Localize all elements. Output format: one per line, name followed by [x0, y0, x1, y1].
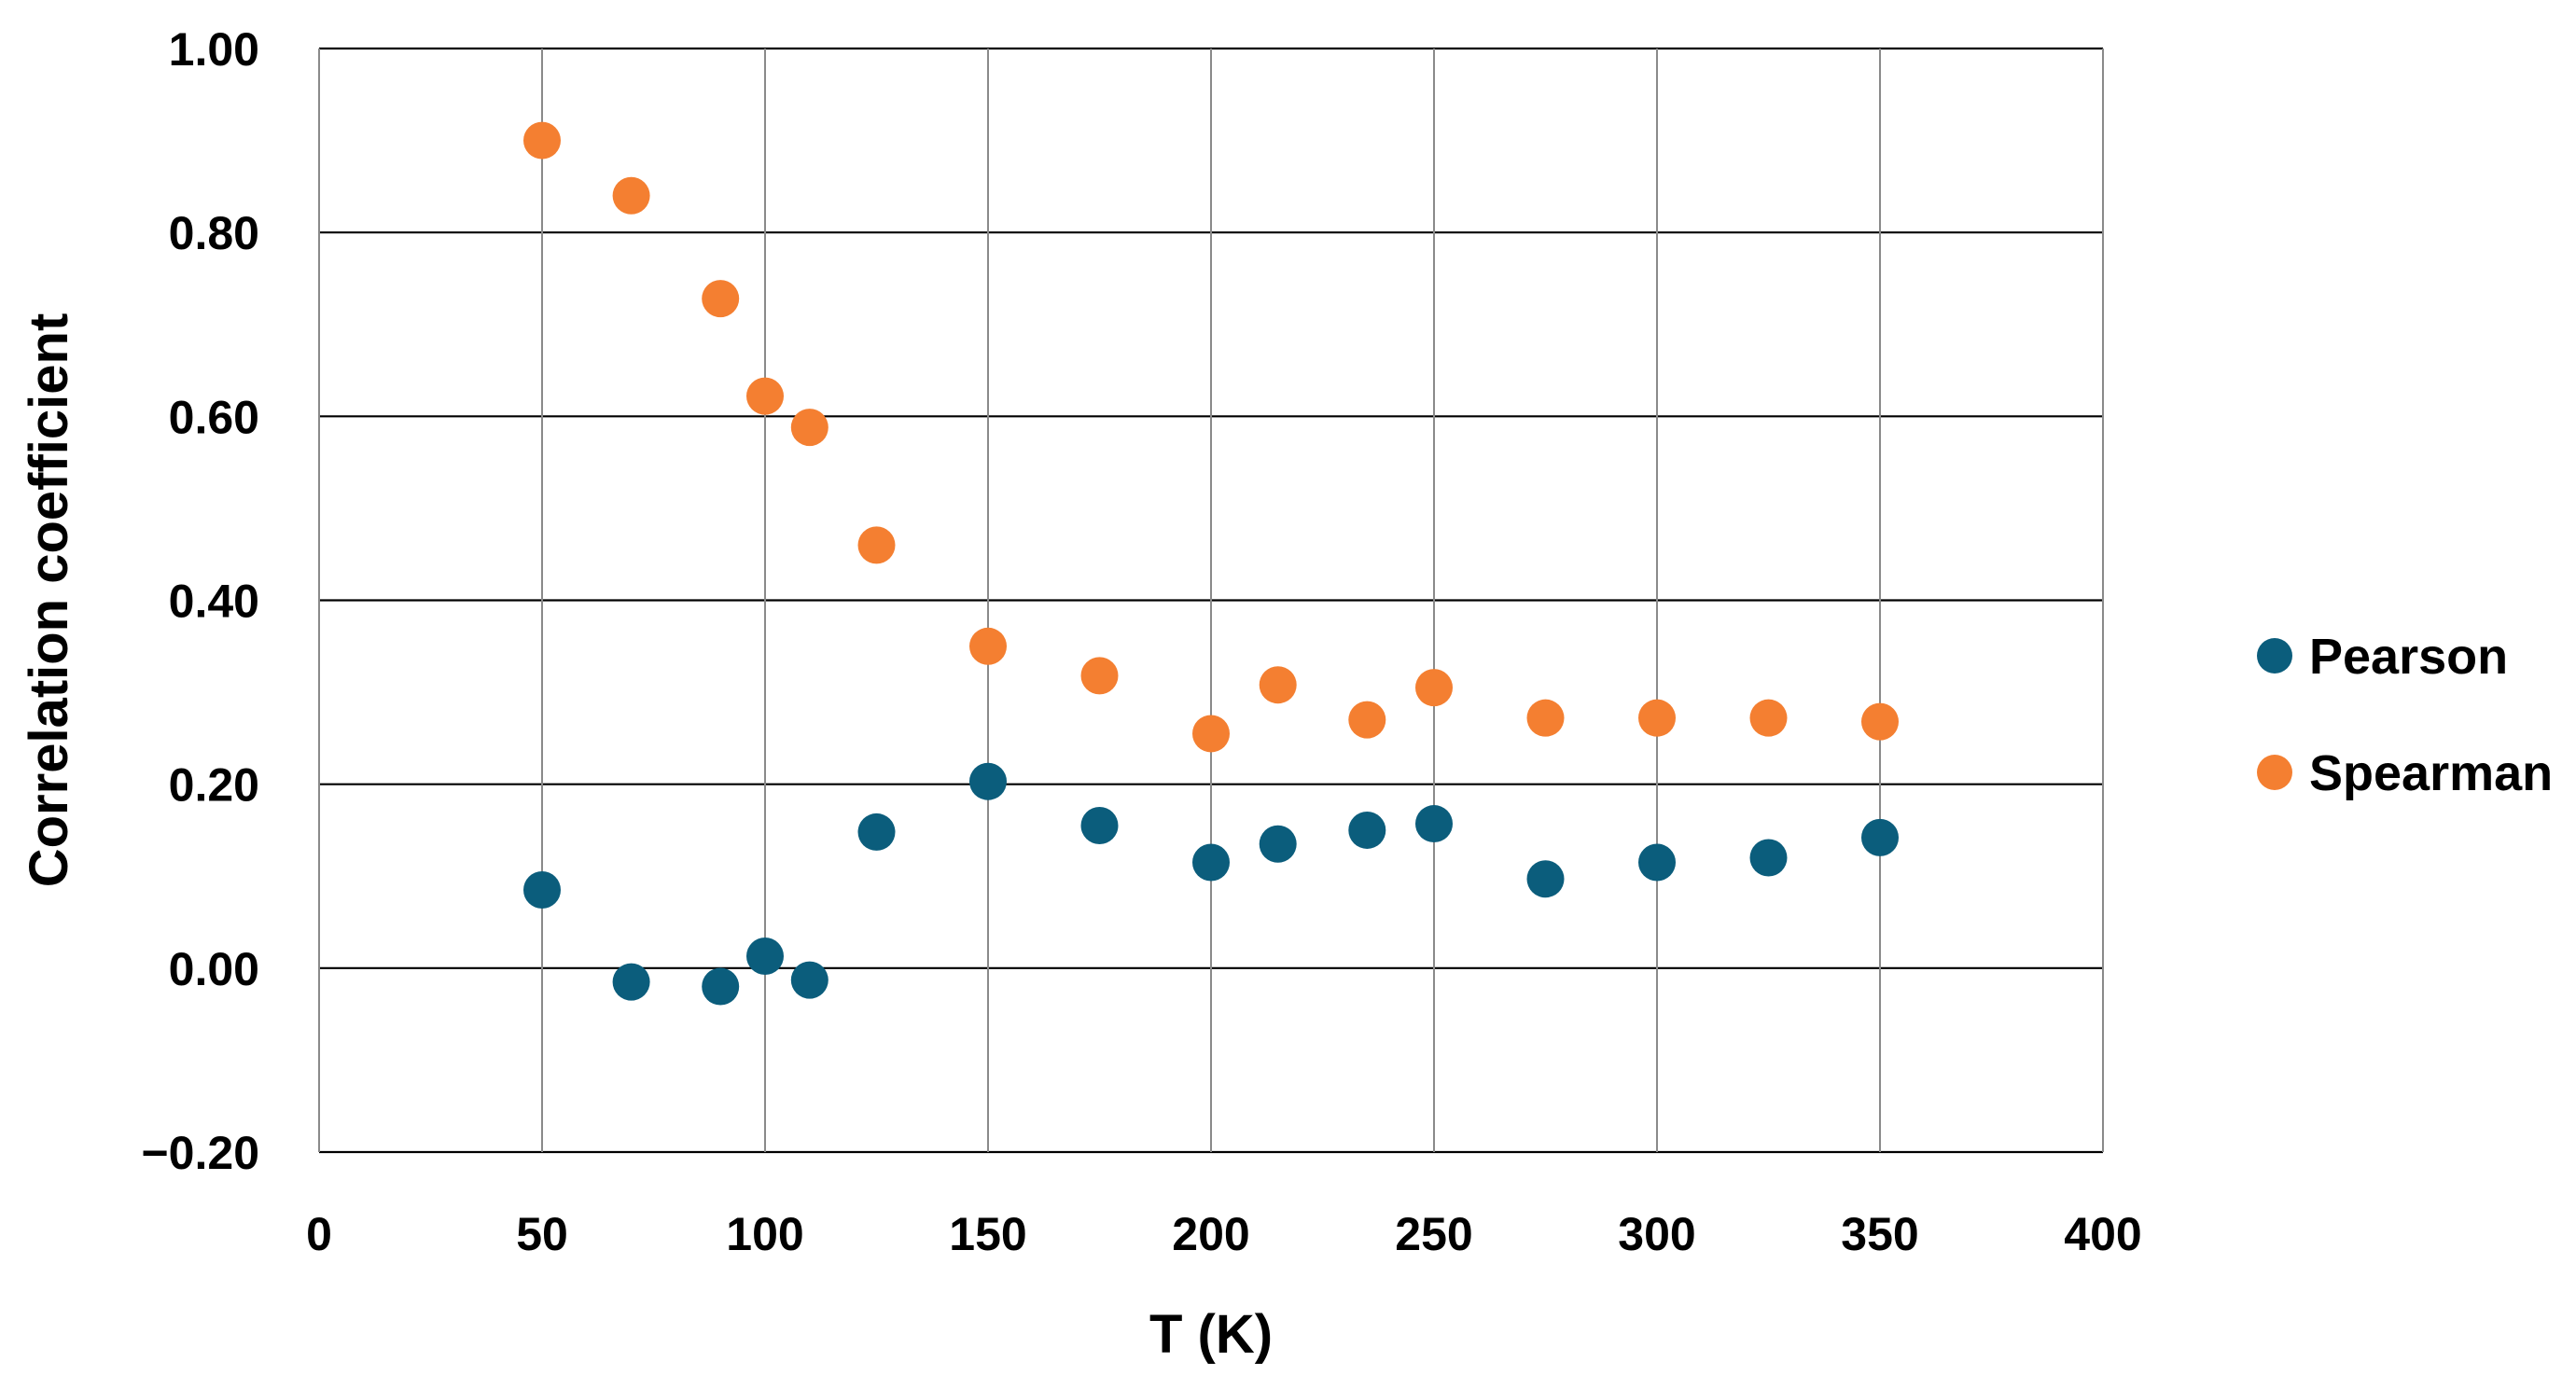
spearman-point — [746, 377, 784, 415]
legend-marker-spearman — [2257, 755, 2292, 790]
pearson-point — [790, 961, 828, 999]
spearman-point — [1749, 699, 1788, 737]
spearman-point — [702, 280, 740, 318]
spearman-point — [1348, 701, 1386, 739]
pearson-point — [1861, 818, 1899, 856]
spearman-point — [1638, 699, 1676, 737]
x-tick-label: 400 — [2064, 1208, 2141, 1260]
x-tick-label: 0 — [306, 1208, 332, 1260]
spearman-point — [612, 176, 650, 215]
pearson-point — [1348, 811, 1386, 849]
spearman-point — [1415, 669, 1453, 707]
spearman-point — [1526, 699, 1565, 737]
pearson-point — [702, 967, 740, 1006]
legend-label-spearman: Spearman — [2309, 745, 2553, 801]
y-tick-label: 0.00 — [169, 943, 259, 995]
pearson-point — [1526, 860, 1565, 898]
series-pearson — [523, 762, 1899, 1006]
spearman-point — [790, 409, 828, 447]
x-tick-label: 200 — [1172, 1208, 1249, 1260]
x-tick-label: 150 — [949, 1208, 1026, 1260]
x-tick-label: 50 — [516, 1208, 568, 1260]
spearman-point — [969, 627, 1007, 665]
y-tick-label: −0.20 — [141, 1127, 259, 1179]
pearson-point — [1638, 843, 1676, 882]
spearman-point — [1259, 666, 1297, 704]
y-tick-label: 0.40 — [169, 576, 259, 628]
legend-label-pearson: Pearson — [2309, 629, 2508, 685]
pearson-point — [612, 963, 650, 1001]
pearson-point — [1080, 807, 1119, 845]
x-tick-label: 350 — [1841, 1208, 1918, 1260]
pearson-point — [1259, 825, 1297, 863]
legend: Pearson Spearman — [2257, 629, 2553, 801]
pearson-point — [746, 938, 784, 976]
data-points — [523, 121, 1899, 1006]
y-axis-title: Correlation coefficient — [19, 313, 79, 888]
y-tick-label: 0.80 — [169, 207, 259, 259]
y-tick-label: 1.00 — [169, 23, 259, 76]
pearson-point — [1192, 843, 1230, 882]
spearman-point — [1192, 715, 1230, 753]
pearson-point — [857, 813, 896, 851]
legend-marker-pearson — [2257, 638, 2292, 674]
pearson-point — [1749, 839, 1788, 877]
pearson-point — [1415, 805, 1453, 843]
pearson-point — [523, 871, 561, 910]
pearson-point — [969, 762, 1007, 800]
y-tick-label: 0.60 — [169, 391, 259, 443]
grid — [318, 47, 2104, 1154]
spearman-point — [857, 526, 896, 564]
y-axis-ticks: −0.20 0.00 0.20 0.40 0.60 0.80 1.00 — [141, 23, 259, 1179]
y-tick-label: 0.20 — [169, 759, 259, 812]
spearman-point — [1080, 657, 1119, 695]
x-tick-label: 250 — [1395, 1208, 1472, 1260]
x-axis-ticks: 0 50 100 150 200 250 300 350 400 — [306, 1208, 2142, 1260]
x-tick-label: 100 — [726, 1208, 803, 1260]
spearman-point — [523, 121, 561, 160]
x-axis-title: T (K) — [1149, 1304, 1273, 1365]
x-tick-label: 300 — [1618, 1208, 1695, 1260]
spearman-point — [1861, 702, 1899, 741]
series-spearman — [523, 121, 1899, 753]
